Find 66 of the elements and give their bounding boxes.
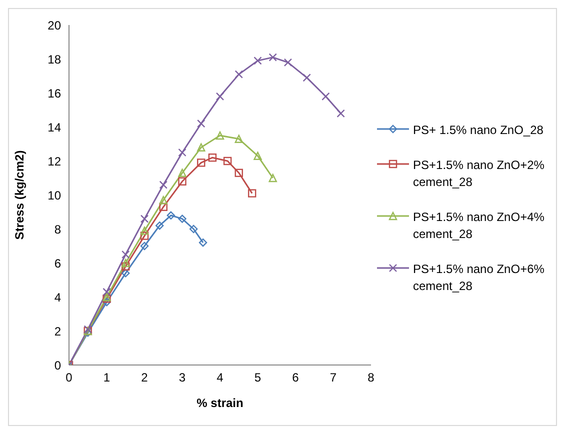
y-tick-label: 0 (54, 358, 62, 372)
point (178, 168, 186, 177)
point (102, 294, 111, 303)
point (159, 180, 168, 189)
point (122, 262, 130, 270)
y-tick-label: 2 (54, 324, 62, 338)
point (140, 214, 149, 223)
point (197, 158, 206, 167)
point (102, 288, 111, 296)
point (122, 269, 130, 278)
x-tick-label: 1 (103, 370, 110, 385)
point (189, 224, 198, 234)
x-tick-label: 7 (330, 370, 337, 385)
point (178, 148, 186, 157)
point (159, 196, 168, 204)
point (302, 74, 311, 82)
y-tick-label: 12 (48, 154, 62, 168)
y-tick-label: 8 (54, 222, 62, 236)
legend-label: PS+1.5% nano ZnO+2% cement_28 (413, 156, 546, 190)
x-tick-label: 5 (254, 370, 262, 385)
y-tick-label: 18 (48, 52, 62, 66)
point (268, 53, 277, 62)
point (102, 298, 111, 306)
point (197, 120, 206, 128)
x-tick-label: 0 (66, 370, 73, 385)
point (197, 143, 206, 152)
point (322, 92, 330, 100)
point (208, 154, 217, 162)
y-tick-label: 14 (48, 120, 62, 134)
x-tick-label: 4 (216, 370, 224, 385)
point (268, 174, 277, 182)
x-tick-label: 2 (141, 370, 148, 385)
y-tick-label: 6 (54, 256, 62, 270)
point (254, 152, 262, 160)
point (216, 92, 224, 100)
point (140, 242, 149, 250)
point (178, 177, 186, 186)
legend-label: PS+ 1.5% nano ZnO_28 (413, 122, 544, 138)
y-tick-label: 16 (48, 86, 62, 100)
x-tick-label: 6 (292, 370, 300, 385)
point (234, 134, 243, 143)
point (156, 222, 164, 230)
point (122, 258, 130, 268)
point (122, 250, 130, 259)
point (140, 232, 149, 240)
y-axis-title: Stress (kg/cm2) (12, 150, 26, 240)
point (234, 70, 243, 78)
y-tick-label: 10 (48, 188, 62, 202)
point (140, 226, 149, 235)
point (166, 211, 176, 220)
x-tick-label: 3 (178, 370, 186, 385)
point (248, 189, 256, 198)
legend-label: PS+1.5% nano ZnO+4% cement_28 (413, 208, 546, 242)
point (254, 56, 262, 65)
point (198, 238, 208, 247)
point (178, 214, 186, 223)
y-tick-label: 20 (48, 18, 62, 32)
x-tick-label: 8 (368, 370, 375, 385)
point (284, 58, 292, 66)
y-tick-label: 4 (54, 290, 62, 304)
point (223, 156, 232, 166)
point (336, 109, 345, 118)
x-axis-title: % strain (196, 396, 244, 410)
legend-label: PS+1.5% nano ZnO+6% cement_28 (413, 260, 546, 294)
point (234, 168, 243, 177)
point (216, 131, 224, 140)
